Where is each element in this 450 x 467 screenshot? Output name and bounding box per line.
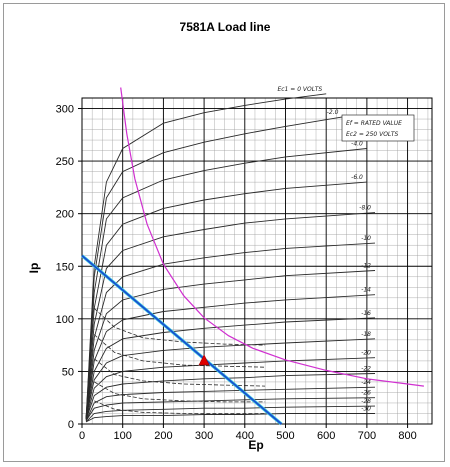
operating-point-marker bbox=[198, 354, 210, 366]
x-tick-label: 400 bbox=[236, 430, 254, 442]
x-axis-title: Ep bbox=[248, 438, 263, 452]
note-line-2: Ec2 = 250 VOLTS bbox=[346, 131, 399, 138]
y-axis-title: Ip bbox=[27, 263, 41, 274]
x-tick-label: 200 bbox=[154, 430, 172, 442]
screen-current-curve bbox=[93, 334, 266, 368]
plate-curve-label: -10 bbox=[361, 235, 371, 242]
screen-current-curve bbox=[93, 308, 266, 346]
plate-curve bbox=[85, 405, 376, 423]
x-tick-label: 600 bbox=[317, 430, 335, 442]
plate-curve bbox=[85, 357, 376, 420]
y-tick-label: 150 bbox=[56, 261, 74, 273]
datasheet-note: Ef = RATED VALUE Ec2 = 250 VOLTS bbox=[341, 114, 415, 142]
plate-curve-label: -6.0 bbox=[351, 174, 363, 181]
plate-curve bbox=[85, 373, 376, 420]
plate-curve bbox=[85, 397, 376, 422]
x-tick-label: 800 bbox=[398, 430, 416, 442]
x-tick-label: 100 bbox=[114, 430, 132, 442]
y-tick-label: 0 bbox=[68, 419, 74, 431]
plate-curve-label: -24 bbox=[361, 379, 371, 386]
plate-dissipation-curve bbox=[120, 87, 424, 387]
x-tick-label: 300 bbox=[195, 430, 213, 442]
chart-title: 7581A Load line bbox=[180, 20, 271, 34]
note-box bbox=[341, 114, 415, 142]
plate-curve bbox=[85, 413, 375, 423]
plate-curve bbox=[85, 317, 376, 419]
plate-curve-label: -16 bbox=[361, 310, 371, 317]
curve-labels: Ec1 = 0 VOLTS -2.0 -4.0 -6.0 -8.0 -10 -12 -14 -1… bbox=[277, 86, 371, 413]
plot-area bbox=[82, 98, 432, 424]
y-tick-label: 200 bbox=[56, 209, 74, 221]
x-tick-label: 0 bbox=[79, 430, 85, 442]
plate-curve-label: -22 bbox=[361, 366, 371, 373]
series-layer bbox=[80, 87, 424, 426]
plate-curve bbox=[85, 338, 376, 419]
tick-labels: 0 100 200 300 400 500 600 700 800 0 50 100 150 200 250… bbox=[56, 104, 417, 442]
load-line bbox=[81, 255, 282, 425]
y-tick-label: 300 bbox=[56, 104, 74, 116]
x-tick-label: 700 bbox=[358, 430, 376, 442]
y-tick-label: 50 bbox=[62, 366, 74, 378]
plate-curve bbox=[85, 212, 376, 419]
plate-curve-label: Ec1 = 0 VOLTS bbox=[277, 86, 322, 93]
plate-curve-label: -8.0 bbox=[359, 205, 371, 212]
plate-curve bbox=[85, 386, 376, 421]
plate-curve-label: -4.0 bbox=[351, 140, 363, 147]
plate-curve-label: -26 bbox=[361, 390, 371, 397]
plate-curve-label: -30 bbox=[361, 405, 371, 412]
y-tick-label: 250 bbox=[56, 156, 74, 168]
x-tick-label: 500 bbox=[276, 430, 294, 442]
screen-current-curve bbox=[93, 358, 266, 387]
plate-curve-label: -18 bbox=[361, 331, 371, 338]
plate-curves bbox=[85, 93, 376, 423]
plate-curve bbox=[85, 181, 367, 419]
screen-current-curve bbox=[94, 381, 266, 403]
plate-curve bbox=[85, 93, 327, 419]
plate-curve-label: -20 bbox=[361, 350, 371, 357]
plate-curve-label: -2.0 bbox=[327, 109, 339, 116]
plate-curve bbox=[85, 116, 343, 419]
plate-curve-label: -28 bbox=[361, 398, 371, 405]
plot-border bbox=[81, 97, 433, 425]
plate-curve bbox=[85, 270, 376, 419]
note-line-1: Ef = RATED VALUE bbox=[346, 120, 402, 127]
plate-curve-label: -12 bbox=[361, 262, 371, 269]
y-tick-label: 100 bbox=[56, 314, 74, 326]
plate-curve bbox=[85, 294, 376, 419]
screen-current-curve bbox=[94, 400, 266, 414]
plate-curve-label: -14 bbox=[361, 287, 371, 294]
